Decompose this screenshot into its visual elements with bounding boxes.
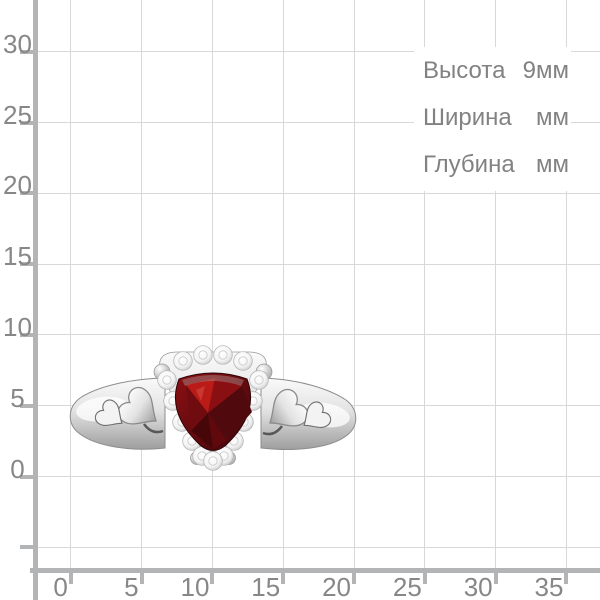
halo-diamond [193, 345, 213, 365]
grid-vline [70, 0, 72, 568]
y-axis-label: 30 [3, 28, 32, 59]
diamond-facet [198, 350, 208, 360]
y-axis-label: 15 [3, 241, 32, 272]
grid-vline [211, 0, 213, 568]
garnet-stone [175, 372, 252, 451]
x-axis-tick [352, 573, 356, 584]
y-axis-tick [20, 120, 38, 125]
dimension-row-depth: Глубина мм [414, 141, 571, 188]
x-axis-label: 5 [124, 572, 139, 600]
x-axis-label: 30 [463, 572, 493, 600]
ring-image [69, 345, 357, 471]
halo-diamond [233, 351, 253, 371]
grid-hline [38, 546, 600, 548]
halo-diamond [157, 370, 177, 390]
y-axis-label: 20 [3, 170, 32, 201]
x-axis-tick [493, 573, 498, 584]
grid-hline [38, 263, 600, 265]
y-axis-tick [20, 262, 38, 267]
x-axis-tick [564, 573, 569, 584]
halo-diamond [173, 351, 193, 371]
diamond-facet [218, 350, 228, 360]
grid-hline [38, 51, 600, 53]
x-axis-tick [139, 573, 144, 584]
dimension-row-width: Ширина мм [414, 94, 571, 141]
dimension-row-height: Высота 9мм [414, 47, 571, 94]
diamond-facet [162, 375, 172, 385]
diamond-facet [254, 375, 264, 385]
x-axis-label: 25 [392, 572, 422, 600]
x-axis-tick [210, 573, 215, 584]
x-axis-label: 35 [534, 572, 564, 600]
grid-vline [353, 0, 355, 568]
y-axis-tick [20, 332, 38, 337]
x-axis-label: 10 [180, 572, 210, 600]
depth-value: мм [536, 150, 569, 178]
x-axis-tick [422, 573, 427, 584]
x-axis-label: 20 [322, 572, 351, 600]
grid-hline [38, 192, 600, 194]
grid-hline [38, 334, 600, 336]
diamond-facet [208, 456, 218, 466]
grid-vline [424, 0, 426, 568]
x-axis-tick [68, 573, 73, 584]
y-axis-label: 10 [3, 311, 32, 342]
y-axis-line [33, 0, 38, 600]
y-axis-tick [20, 191, 38, 196]
x-axis-label: 15 [251, 572, 281, 600]
ring-band-left [69, 377, 168, 450]
y-axis-label: 25 [3, 99, 32, 130]
halo-diamond [203, 451, 223, 471]
width-label: Ширина [423, 103, 512, 131]
x-axis-tick [281, 573, 286, 584]
width-value: мм [536, 103, 569, 131]
depth-label: Глубина [423, 150, 515, 178]
grid-vline [495, 0, 497, 568]
halo-diamond [249, 370, 269, 390]
y-axis-tick [20, 403, 38, 408]
y-axis-tick [20, 49, 38, 54]
y-axis-label: 0 [10, 453, 25, 484]
y-axis-label: 5 [10, 382, 25, 413]
dimensions-panel: Высота 9мм Ширина мм Глубина мм [414, 47, 571, 191]
x-axis-line [30, 568, 600, 573]
grid-vline [141, 0, 143, 568]
ring-band-right [258, 377, 357, 450]
diamond-facet [178, 356, 188, 366]
y-axis-tick [20, 474, 38, 479]
grid-hline [38, 122, 600, 123]
grid-vline [282, 0, 284, 568]
y-axis-tick [20, 545, 38, 550]
diamond-facet [238, 356, 248, 366]
grid-hline [38, 476, 600, 477]
height-label: Высота [423, 56, 506, 84]
halo-diamond [213, 345, 233, 365]
x-axis-label: 0 [53, 572, 68, 600]
height-value: 9мм [522, 56, 569, 84]
grid-vline [565, 0, 567, 568]
